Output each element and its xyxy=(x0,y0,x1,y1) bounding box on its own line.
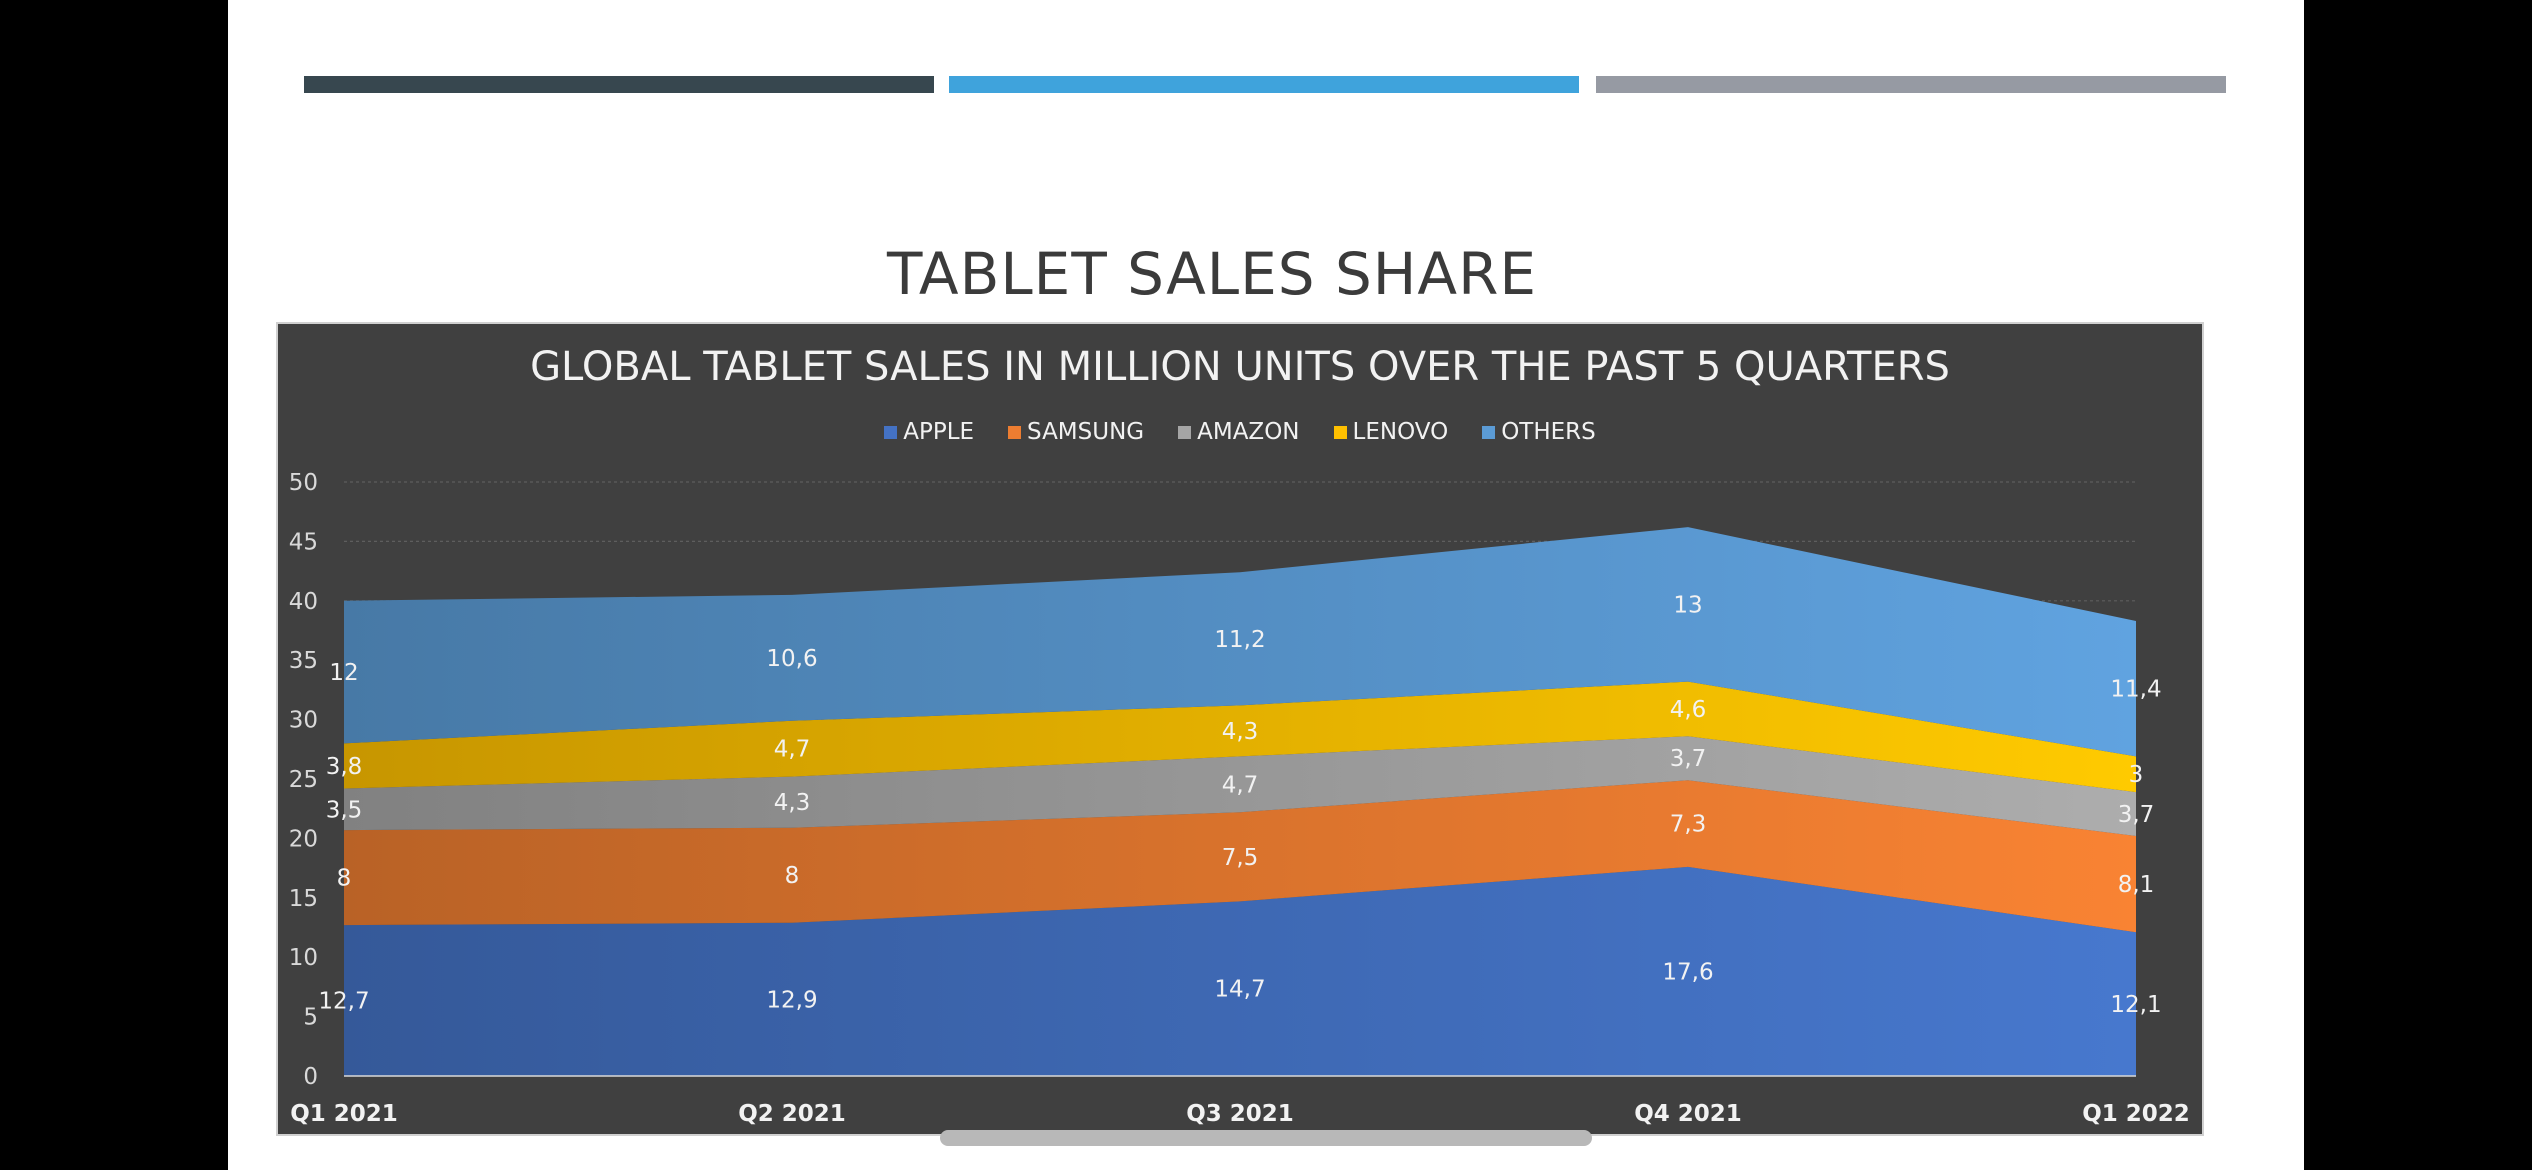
data-label-lenovo: 3 xyxy=(2129,762,2144,788)
accent-bar-blue xyxy=(949,76,1579,93)
x-tick-label: Q1 2022 xyxy=(2082,1101,2190,1127)
legend-item-lenovo[interactable]: LENOVO xyxy=(1333,419,1449,445)
area-others xyxy=(344,527,2136,757)
accent-bar-gray xyxy=(1596,76,2226,93)
legend-label: LENOVO xyxy=(1352,419,1449,445)
chart-area[interactable]: 0 5 10 15 20 25 30 35 40 45 50 12,7 12,9 14,7 17,6 12,1… xyxy=(276,322,2204,1136)
legend-swatch xyxy=(884,425,898,439)
legend-swatch xyxy=(1333,425,1347,439)
data-label-others: 11,2 xyxy=(1214,627,1265,653)
y-tick-label: 5 xyxy=(303,1005,318,1031)
data-label-samsung: 8 xyxy=(785,863,800,889)
area-amazon xyxy=(344,736,2136,837)
y-tick-label: 0 xyxy=(303,1064,318,1090)
data-label-apple: 12,9 xyxy=(766,987,817,1013)
data-label-lenovo: 3,8 xyxy=(326,754,363,780)
y-tick-label: 40 xyxy=(289,589,318,615)
area-samsung xyxy=(344,780,2136,933)
data-label-others: 12 xyxy=(329,660,358,686)
slide: TABLET SALES SHARE 0 5 10 15 20 25 30 35 40 45 50 1… xyxy=(228,0,2304,1170)
y-tick-label: 15 xyxy=(289,886,318,912)
legend-label: SAMSUNG xyxy=(1027,419,1145,445)
y-tick-label: 10 xyxy=(289,945,318,971)
data-label-others: 13 xyxy=(1673,592,1702,618)
data-label-samsung: 7,3 xyxy=(1670,812,1707,838)
data-label-lenovo: 4,7 xyxy=(774,737,811,763)
legend-item-samsung[interactable]: SAMSUNG xyxy=(1008,419,1144,445)
y-tick-label: 45 xyxy=(289,529,318,555)
data-label-lenovo: 4,3 xyxy=(1222,719,1259,745)
data-label-amazon: 4,7 xyxy=(1222,772,1259,798)
area-lenovo xyxy=(344,681,2136,793)
legend-swatch xyxy=(1178,425,1192,439)
data-label-samsung: 7,5 xyxy=(1222,845,1259,871)
legend-label: AMAZON xyxy=(1197,419,1300,445)
legend: APPLE SAMSUNG AMAZON LENOVO OTHERS xyxy=(278,419,2202,445)
legend-item-amazon[interactable]: AMAZON xyxy=(1178,419,1300,445)
data-label-apple: 12,1 xyxy=(2110,992,2161,1018)
data-label-samsung: 8 xyxy=(337,866,352,892)
y-tick-label: 50 xyxy=(289,470,318,496)
y-tick-label: 25 xyxy=(289,767,318,793)
data-label-apple: 17,6 xyxy=(1662,959,1713,985)
chart-title: GLOBAL TABLET SALES IN MILLION UNITS OVE… xyxy=(530,344,1950,390)
x-tick-label: Q1 2021 xyxy=(290,1101,398,1127)
legend-swatch xyxy=(1482,425,1496,439)
chart-svg: 0 5 10 15 20 25 30 35 40 45 50 12,7 12,9 14,7 17,6 12,1… xyxy=(289,470,2190,1127)
data-label-amazon: 4,3 xyxy=(774,790,811,816)
x-tick-label: Q4 2021 xyxy=(1634,1101,1742,1127)
data-label-amazon: 3,5 xyxy=(326,797,363,823)
data-label-amazon: 3,7 xyxy=(1670,746,1707,772)
slide-title: TABLET SALES SHARE xyxy=(886,240,1538,308)
data-label-samsung: 8,1 xyxy=(2118,872,2155,898)
horizontal-scrollbar-thumb[interactable] xyxy=(940,1130,1592,1146)
x-tick-label: Q2 2021 xyxy=(738,1101,846,1127)
legend-label: OTHERS xyxy=(1501,419,1596,445)
data-label-apple: 12,7 xyxy=(318,989,369,1015)
data-label-others: 10,6 xyxy=(766,646,817,672)
legend-label: APPLE xyxy=(903,419,975,445)
data-label-lenovo: 4,6 xyxy=(1670,697,1707,723)
y-tick-label: 30 xyxy=(289,708,318,734)
y-tick-label: 35 xyxy=(289,648,318,674)
legend-item-others[interactable]: OTHERS xyxy=(1482,419,1596,445)
y-tick-label: 20 xyxy=(289,826,318,852)
area-apple xyxy=(344,866,2136,1076)
data-label-apple: 14,7 xyxy=(1214,977,1265,1003)
legend-swatch xyxy=(1008,425,1022,439)
data-label-others: 11,4 xyxy=(2110,677,2161,703)
accent-bar-dark xyxy=(304,76,934,93)
x-tick-label: Q3 2021 xyxy=(1186,1101,1294,1127)
data-label-amazon: 3,7 xyxy=(2118,802,2155,828)
legend-item-apple[interactable]: APPLE xyxy=(884,419,974,445)
